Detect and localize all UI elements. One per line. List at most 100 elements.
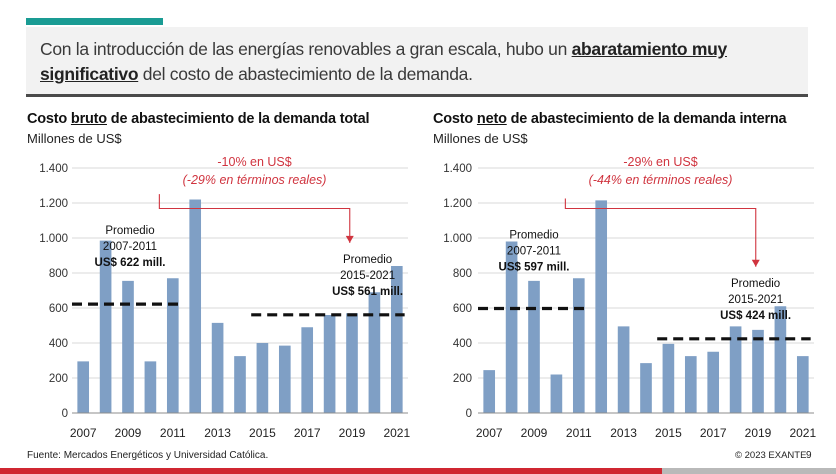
average-label-line: 2015-2021 [728, 294, 783, 306]
average-label-line: US$ 597 mill. [499, 262, 570, 274]
chart-2-title-start: Costo [433, 111, 477, 127]
chart-2-unit: Millones de US$ [433, 131, 528, 146]
average-label-line: US$ 561 mill. [332, 286, 403, 298]
bar-2010 [550, 374, 563, 413]
y-tick-label: 200 [49, 373, 68, 385]
footer-stripe [0, 468, 836, 474]
bar-2013 [211, 322, 224, 413]
y-tick-label: 1.000 [443, 233, 472, 245]
y-tick-label: 800 [49, 268, 68, 280]
bar-2012 [595, 200, 608, 413]
bar-2016 [684, 356, 697, 413]
chart-2-title-underlined: neto [476, 111, 507, 127]
change-annotation-main: -10% en US$ [217, 155, 291, 169]
y-tick-label: 0 [466, 408, 472, 420]
bar-2011 [166, 278, 179, 413]
y-tick-label: 1.400 [443, 163, 472, 175]
y-tick-label: 800 [453, 268, 472, 280]
x-tick-label: 2015 [249, 426, 276, 440]
headline: Con la introducción de las energías reno… [40, 37, 800, 87]
bar-2008 [505, 241, 518, 413]
x-tick-label: 2017 [700, 426, 727, 440]
bar-2018 [323, 315, 336, 413]
average-label-line: 2015-2021 [340, 270, 395, 282]
x-tick-label: 2021 [383, 426, 410, 440]
average-label-line: Promedio [105, 225, 154, 237]
bar-2009 [528, 280, 540, 413]
y-tick-label: 600 [49, 303, 68, 315]
average-label-line: Promedio [509, 230, 558, 242]
bar-2015 [256, 343, 269, 413]
bar-2014 [640, 363, 652, 413]
headline-box: Con la introducción de las energías reno… [26, 27, 808, 97]
x-tick-label: 2013 [204, 426, 231, 440]
change-annotation-real: (-44% en términos reales) [589, 173, 733, 187]
x-tick-label: 2017 [294, 426, 321, 440]
bar-2010 [144, 361, 157, 413]
headline-text-start: Con la introducción de las energías reno… [40, 39, 572, 59]
average-label-line: Promedio [731, 278, 780, 290]
x-tick-label: 2021 [789, 426, 816, 440]
bar-2017 [301, 327, 314, 413]
x-tick-label: 2009 [521, 426, 548, 440]
chart-1-title-start: Costo [27, 111, 71, 127]
chart-2-title: Costo neto de abastecimiento de la deman… [433, 111, 787, 127]
chart-1-title: Costo bruto de abastecimiento de la dema… [27, 111, 370, 127]
y-tick-label: 1.200 [443, 198, 472, 210]
change-bracket [564, 198, 757, 267]
change-annotation-main: -29% en US$ [623, 155, 697, 169]
chart-2-title-end: de abastecimiento de la demanda interna [506, 111, 787, 127]
change-annotation-real: (-29% en términos reales) [183, 173, 327, 187]
x-tick-label: 2015 [655, 426, 682, 440]
y-tick-label: 400 [453, 338, 472, 350]
y-tick-label: 1.200 [39, 198, 68, 210]
chart-1-unit: Millones de US$ [27, 131, 122, 146]
x-tick-label: 2011 [566, 426, 592, 440]
headline-highlight: abaratamiento muy significativo [40, 39, 727, 84]
change-arrowhead [345, 235, 354, 243]
bar-2020 [368, 292, 381, 413]
change-arrowhead [751, 259, 760, 267]
headline-text-end: del costo de abastecimiento de la demand… [138, 64, 473, 84]
source-note: Fuente: Mercados Energéticos y Universid… [27, 450, 269, 461]
y-tick-label: 200 [453, 373, 472, 385]
bar-2008 [99, 240, 112, 413]
bar-2007 [483, 370, 496, 413]
average-label-line: Promedio [343, 254, 392, 266]
bar-2014 [234, 356, 246, 413]
bar-2013 [617, 326, 630, 413]
footer-stripe-grey [662, 468, 836, 474]
bar-2021 [796, 356, 809, 413]
average-label-line: 2007-2011 [507, 246, 561, 258]
chart-1-title-end: de abastecimiento de la demanda total [106, 111, 370, 127]
bar-2015 [662, 343, 675, 413]
bar-2021 [390, 266, 403, 413]
bar-2018 [729, 326, 742, 413]
average-label-line: 2007-2011 [103, 241, 157, 253]
x-tick-label: 2009 [115, 426, 142, 440]
x-tick-label: 2007 [476, 426, 503, 440]
x-tick-label: 2011 [160, 426, 186, 440]
average-label-line: US$ 424 mill. [720, 310, 791, 322]
chart-1-title-underlined: bruto [70, 111, 107, 127]
bar-2012 [189, 199, 202, 413]
change-bracket [158, 194, 351, 243]
bar-2019 [752, 329, 764, 413]
y-tick-label: 400 [49, 338, 68, 350]
bar-2017 [707, 351, 720, 413]
y-tick-label: 0 [62, 408, 68, 420]
y-tick-label: 1.000 [39, 233, 68, 245]
bar-2016 [278, 345, 291, 413]
bar-2009 [122, 280, 134, 413]
x-tick-label: 2019 [745, 426, 772, 440]
bar-2019 [346, 313, 358, 413]
bar-2007 [77, 361, 90, 413]
bar-2020 [774, 306, 787, 413]
x-tick-label: 2013 [610, 426, 637, 440]
y-tick-label: 600 [453, 303, 472, 315]
copyright: © 2023 EXANTE [735, 450, 807, 461]
average-label-line: US$ 622 mill. [95, 257, 166, 269]
y-tick-label: 1.400 [39, 163, 68, 175]
